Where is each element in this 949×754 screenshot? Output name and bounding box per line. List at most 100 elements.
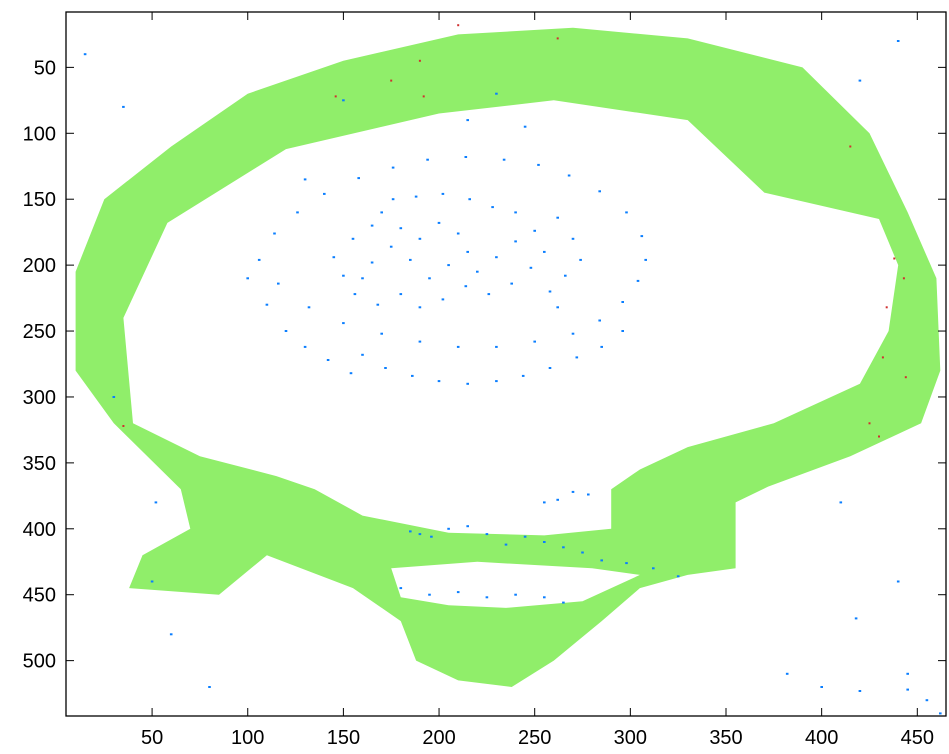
scattered-edges-point-116 (896, 580, 900, 583)
scattered-edges-point-115 (839, 501, 843, 504)
scattered-edges-point-118 (854, 617, 858, 620)
scattered-edges-point-114 (246, 277, 249, 280)
region-outer-ring (75, 27, 941, 688)
scattered-edges-point-122 (906, 688, 909, 691)
scattered-edges-point-83 (349, 372, 353, 375)
marker-dots-point-10 (881, 356, 884, 359)
scattered-edges-point-14 (640, 235, 644, 238)
scattered-edges-point-91 (504, 543, 508, 546)
marker-dots-point-14 (122, 425, 125, 427)
marker-dots-point-1 (556, 37, 559, 40)
scattered-edges-point-27 (380, 211, 383, 214)
scattered-edges-point-63 (556, 216, 559, 219)
scattered-edges-point-130 (896, 40, 900, 42)
x-tick-label-250: 250 (518, 727, 551, 749)
scattered-edges-point-11 (621, 301, 624, 303)
scattered-edges-point-94 (562, 546, 565, 549)
y-tick-label-450: 450 (23, 585, 56, 607)
scattered-edges-point-93 (543, 541, 546, 543)
scattered-edges-point-127 (122, 105, 125, 108)
marker-dots-point-0 (457, 24, 460, 27)
scattered-edges-point-121 (858, 690, 862, 692)
scattered-edges-point-12 (636, 279, 640, 282)
scattered-edges-point-23 (357, 177, 360, 180)
scattered-edges-point-88 (447, 527, 450, 530)
scattered-edges-point-50 (399, 293, 403, 296)
scattered-edges-point-25 (296, 211, 299, 214)
marker-dots-point-8 (902, 277, 905, 280)
scattered-edges-point-18 (537, 163, 540, 166)
scattered-edges-point-48 (441, 298, 445, 301)
scattered-edges-point-49 (418, 306, 422, 309)
scattered-edges-point-62 (514, 211, 517, 214)
scattered-edges-point-20 (464, 156, 468, 158)
x-tick-label-400: 400 (805, 727, 838, 749)
image-layer (75, 24, 942, 715)
scattered-edges-point-124 (939, 712, 942, 715)
y-tick-label-300: 300 (23, 387, 56, 409)
scattered-edges-point-108 (514, 593, 517, 596)
y-tick-label-200: 200 (23, 255, 56, 277)
marker-dots-point-12 (868, 422, 871, 425)
scattered-edges-point-86 (418, 533, 422, 536)
scattered-edges-point-40 (495, 256, 498, 259)
scattered-edges-point-15 (625, 211, 628, 214)
scattered-edges-point-39 (476, 270, 479, 273)
scattered-edges-point-26 (273, 232, 276, 235)
scattered-edges-point-44 (529, 266, 533, 269)
marker-dots-point-6 (849, 145, 852, 148)
scattered-edges-point-57 (391, 198, 395, 201)
marker-dots-point-4 (422, 95, 425, 98)
scattered-edges-point-71 (411, 374, 414, 377)
scattered-edges-point-37 (370, 261, 374, 264)
scattered-edges-point-67 (548, 290, 552, 293)
y-tick-label-150: 150 (23, 189, 56, 211)
scattered-edges-point-90 (485, 533, 489, 536)
scattered-edges-point-33 (447, 264, 450, 267)
marker-dots-point-11 (904, 376, 907, 379)
scattered-edges-point-84 (265, 303, 269, 306)
scattered-edges-point-123 (925, 699, 929, 702)
scattered-edges-point-30 (437, 221, 441, 224)
x-tick-label-350: 350 (709, 727, 742, 749)
marker-dots-point-5 (334, 95, 337, 98)
scattered-edges-point-81 (303, 345, 307, 348)
scattered-edges-point-79 (621, 330, 624, 332)
scattered-edges-point-1 (277, 282, 280, 285)
scattered-edges-point-0 (257, 258, 261, 261)
scattered-edges-point-119 (785, 672, 789, 675)
scattered-edges-point-38 (361, 277, 364, 280)
marker-dots-point-2 (418, 59, 421, 62)
scattered-edges-point-2 (307, 306, 311, 309)
scattered-edges-point-55 (351, 237, 355, 240)
scattered-edges-point-64 (571, 237, 575, 240)
scattered-edges-point-13 (644, 258, 647, 261)
scattered-edges-point-34 (428, 277, 431, 280)
scattered-edges-point-126 (169, 633, 173, 636)
scattered-edges-point-106 (456, 591, 460, 594)
scattered-edges-point-72 (437, 380, 441, 383)
scattered-edges-point-125 (208, 686, 211, 688)
scattered-edges-point-99 (676, 575, 680, 578)
scattered-edges-point-35 (409, 258, 412, 261)
scattered-edges-point-59 (441, 192, 445, 195)
marker-dots-point-13 (878, 435, 880, 438)
scattered-edges-point-87 (430, 535, 433, 538)
scattered-edges-point-42 (533, 229, 536, 232)
y-tick-label-250: 250 (23, 321, 56, 343)
x-tick-label-150: 150 (327, 727, 360, 749)
scattered-edges-point-74 (495, 380, 498, 383)
scattered-edges-point-24 (323, 192, 326, 195)
scattered-edges-point-10 (598, 319, 601, 322)
scattered-edges-point-7 (495, 345, 498, 348)
scattered-edges-point-47 (464, 285, 468, 288)
scattered-edges-point-5 (418, 340, 422, 343)
scattered-edges-point-128 (83, 53, 87, 56)
scattered-edges-point-51 (376, 303, 380, 306)
scattered-edges-point-96 (600, 559, 603, 562)
scattered-edges-point-101 (556, 498, 559, 501)
scattered-edges-point-21 (426, 158, 429, 161)
scattered-edges-point-53 (342, 274, 345, 277)
x-tick-label-50: 50 (141, 727, 163, 749)
scattered-edges-point-61 (491, 206, 494, 209)
